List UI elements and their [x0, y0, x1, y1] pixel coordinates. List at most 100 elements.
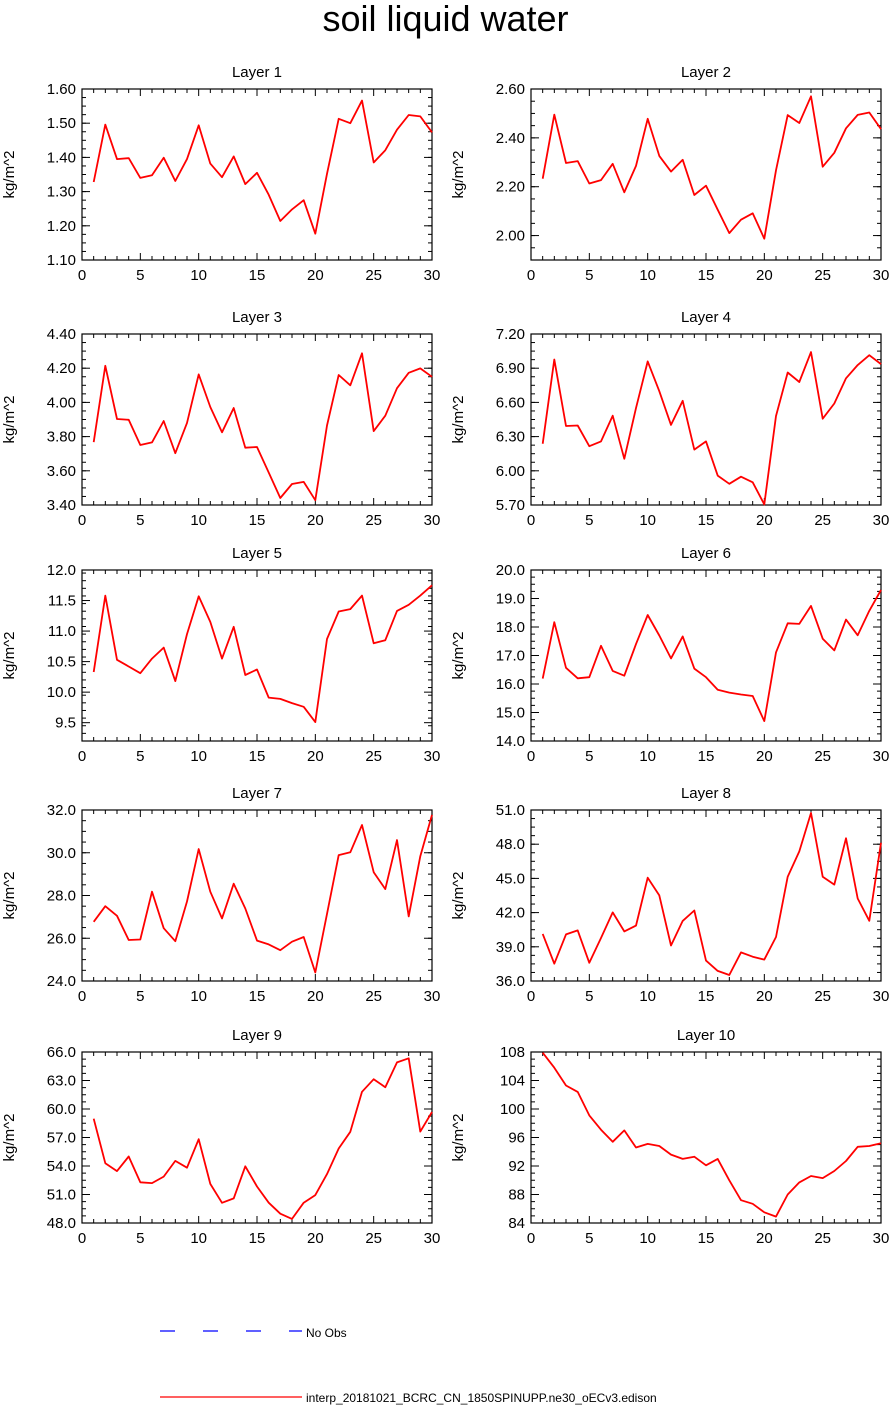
panel-9-ytick-label: 63.0 — [47, 1073, 76, 1090]
panel-8-xtick-label: 10 — [639, 988, 656, 1005]
panel-3-ytick-label: 4.40 — [47, 326, 76, 343]
panel-1-series-line — [92, 99, 433, 235]
panel-4-xtick-label: 20 — [756, 512, 773, 529]
panel-9-xtick-label: 30 — [424, 1230, 441, 1247]
panel-9-frame — [81, 1051, 433, 1224]
panel-4-xtick-label: 0 — [527, 512, 535, 529]
panel-9-xtick-label: 20 — [307, 1230, 324, 1247]
panel-6-ytick-label: 20.0 — [496, 562, 525, 579]
panel-6-ylabel: kg/m^2 — [450, 632, 467, 680]
panel-6-ytick-label: 15.0 — [496, 705, 525, 722]
panel-5-xtick-label: 25 — [365, 748, 382, 765]
panel-8-ytick-label: 45.0 — [496, 870, 525, 887]
panel-3-series-line — [92, 352, 433, 502]
panel-7-xtick-label: 25 — [365, 988, 382, 1005]
panel-5-ytick-label: 11.0 — [48, 623, 76, 640]
panel-7-series-line — [92, 814, 433, 974]
panel-10-xtick-label: 20 — [756, 1230, 773, 1247]
panel-10-xtick-label: 10 — [639, 1230, 656, 1247]
panel-3-ytick-label: 3.60 — [47, 463, 76, 480]
panel-7-xtick-label: 0 — [78, 988, 86, 1005]
panel-8-ytick-label: 36.0 — [496, 973, 525, 990]
panel-10-ytick-label: 108 — [500, 1044, 525, 1061]
page-title: soil liquid water — [322, 0, 569, 39]
panel-1-xtick-label: 30 — [424, 267, 441, 284]
panel-7-ytick-label: 32.0 — [47, 802, 76, 819]
panel-10-series-line — [541, 1052, 882, 1218]
panel-5-series-line — [92, 584, 433, 723]
panel-10-ytick-label: 96 — [508, 1130, 525, 1147]
panel-2-ytick-label: 2.20 — [496, 179, 525, 196]
panel-5-xtick-label: 30 — [424, 748, 441, 765]
panel-6-xtick-label: 10 — [639, 748, 656, 765]
panel-6-xtick-label: 30 — [873, 748, 890, 765]
panel-1-ytick-label: 1.50 — [47, 115, 76, 132]
panel-7-frame — [81, 809, 433, 982]
panel-4-xtick-label: 25 — [814, 512, 831, 529]
panel-4-series-line — [541, 351, 882, 506]
panel-6-xtick-label: 5 — [585, 748, 593, 765]
panel-1-xtick-label: 25 — [365, 267, 382, 284]
panel-3-xtick-label: 5 — [136, 512, 144, 529]
panel-8-ytick-label: 39.0 — [496, 939, 525, 956]
panel-5-ylabel: kg/m^2 — [1, 632, 18, 680]
panel-8-frame — [530, 809, 882, 982]
panel-1-ytick-label: 1.10 — [47, 252, 76, 269]
panel-10-xtick-label: 25 — [814, 1230, 831, 1247]
panel-3-ytick-label: 4.20 — [47, 360, 76, 377]
panel-7-xtick-label: 20 — [307, 988, 324, 1005]
panel-6-ytick-label: 18.0 — [496, 619, 525, 636]
panel-5-ytick-label: 9.5 — [55, 715, 76, 732]
panel-5-xtick-label: 0 — [78, 748, 86, 765]
panel-1-ytick-label: 1.30 — [47, 184, 76, 201]
panel-1-title: Layer 1 — [232, 64, 282, 81]
panel-2-xtick-label: 5 — [585, 267, 593, 284]
panel-4-ytick-label: 6.60 — [496, 394, 525, 411]
panel-4-ytick-label: 6.00 — [496, 463, 525, 480]
panel-10-xtick-label: 5 — [585, 1230, 593, 1247]
panel-10-title: Layer 10 — [677, 1027, 735, 1044]
panel-7-ylabel: kg/m^2 — [1, 872, 18, 920]
panel-4-xtick-label: 10 — [639, 512, 656, 529]
panel-7-ytick-label: 26.0 — [47, 930, 76, 947]
panel-8-ylabel: kg/m^2 — [450, 872, 467, 920]
panel-5-ytick-label: 12.0 — [47, 562, 76, 579]
legend-model-label: interp_20181021_BCRC_CN_1850SPINUPP.ne30… — [306, 1391, 657, 1405]
panel-3-xtick-label: 15 — [249, 512, 266, 529]
panel-10-ytick-label: 92 — [508, 1158, 525, 1175]
panel-10-ytick-label: 84 — [508, 1215, 525, 1232]
panel-6-title: Layer 6 — [681, 545, 731, 562]
panel-1-xtick-label: 15 — [249, 267, 266, 284]
panel-9-xtick-label: 10 — [190, 1230, 207, 1247]
panel-5-title: Layer 5 — [232, 545, 282, 562]
panel-4-ytick-label: 6.90 — [496, 360, 525, 377]
panel-7-title: Layer 7 — [232, 785, 282, 802]
panel-7-ytick-label: 24.0 — [47, 973, 76, 990]
panel-3-ytick-label: 3.80 — [47, 429, 76, 446]
panel-5-ytick-label: 10.0 — [47, 684, 76, 701]
panel-4-xtick-label: 5 — [585, 512, 593, 529]
panel-5-xtick-label: 20 — [307, 748, 324, 765]
panel-3-xtick-label: 10 — [190, 512, 207, 529]
panel-6-xtick-label: 20 — [756, 748, 773, 765]
panel-5-frame — [81, 569, 433, 742]
panel-6-ytick-label: 19.0 — [496, 591, 525, 608]
panel-8-xtick-label: 15 — [698, 988, 715, 1005]
panel-5-ytick-label: 11.5 — [48, 593, 76, 610]
panel-1-xtick-label: 20 — [307, 267, 324, 284]
panel-9-ytick-label: 57.0 — [47, 1130, 76, 1147]
panel-2-ytick-label: 2.40 — [496, 130, 525, 147]
panel-10-ylabel: kg/m^2 — [450, 1114, 467, 1162]
panel-4-ytick-label: 5.70 — [496, 497, 525, 514]
panel-1-xtick-label: 5 — [136, 267, 144, 284]
panel-4-ytick-label: 7.20 — [496, 326, 525, 343]
panel-3-xtick-label: 25 — [365, 512, 382, 529]
panel-1-xtick-label: 10 — [190, 267, 207, 284]
panel-10-xtick-label: 0 — [527, 1230, 535, 1247]
panel-7-xtick-label: 15 — [249, 988, 266, 1005]
panel-9-ytick-label: 60.0 — [47, 1101, 76, 1118]
panel-7-ytick-label: 30.0 — [47, 845, 76, 862]
panel-5-xtick-label: 5 — [136, 748, 144, 765]
panel-9-xtick-label: 25 — [365, 1230, 382, 1247]
